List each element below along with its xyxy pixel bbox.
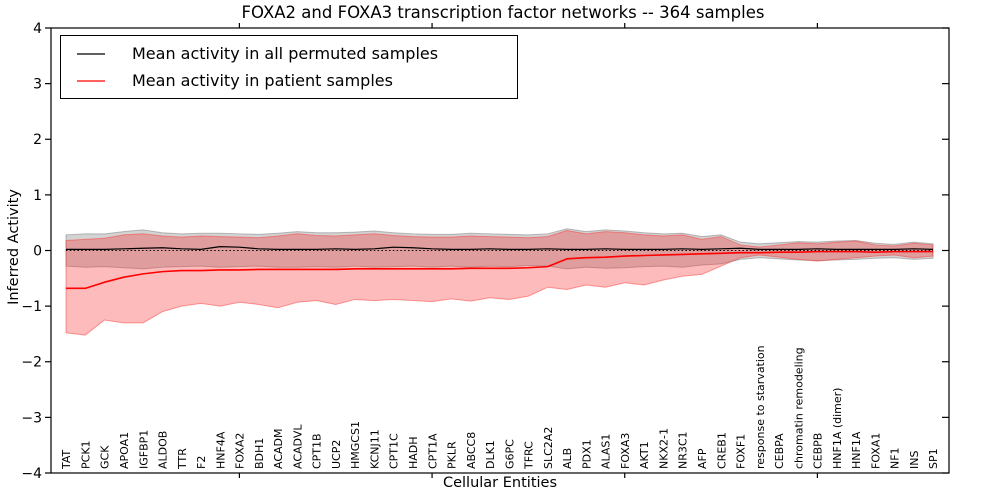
x-tick-label: HMGCS1 (349, 421, 362, 469)
x-tick-label: BDH1 (253, 438, 266, 469)
x-tick-label: PCK1 (79, 440, 92, 469)
x-tick-label: PDX1 (580, 439, 593, 469)
x-tick-label: CPT1B (311, 433, 324, 469)
y-tick-label: −2 (21, 355, 42, 371)
x-tick-label: HNF1A (dimer) (831, 388, 844, 469)
legend-line-patient-icon (77, 79, 105, 82)
x-tick-label: APOA1 (118, 432, 131, 469)
chart-title: FOXA2 and FOXA3 transcription factor net… (241, 3, 765, 22)
x-tick-label: HNF4A (214, 431, 227, 469)
x-tick-label: TTR (176, 448, 189, 470)
y-tick-label: −1 (21, 299, 42, 315)
x-tick-label: HADH (407, 436, 420, 469)
x-tick-label: FOXA1 (869, 433, 882, 469)
x-tick-label: ALDOB (157, 431, 170, 469)
x-tick-label: G6PC (503, 439, 516, 469)
y-tick-label: 3 (33, 77, 42, 93)
patient-range-band (65, 229, 934, 336)
legend-label-patient: Mean activity in patient samples (132, 71, 393, 90)
x-tick-label: KCNJ11 (368, 429, 381, 469)
x-tick-label: CPT1A (426, 433, 439, 469)
y-axis-label: Inferred Activity (6, 189, 22, 305)
x-tick-label: NF1 (889, 447, 902, 469)
y-tick-label: 1 (33, 188, 42, 204)
x-tick-label: GCK (99, 445, 112, 469)
x-axis-label: Cellular Entities (442, 475, 558, 491)
x-tick-label: chromatin remodeling (792, 347, 805, 469)
x-tick-label: SP1 (927, 448, 940, 469)
x-tick-label: AKT1 (638, 441, 651, 469)
x-tick-label: ACADVL (291, 424, 304, 469)
x-tick-label: FOXA2 (234, 433, 247, 469)
x-tick-label: NKX2-1 (657, 428, 670, 469)
x-tick-label: NR3C1 (677, 431, 690, 469)
x-tick-label: ALB (561, 448, 574, 469)
x-tick-label: FOXF1 (735, 434, 748, 469)
x-tick-label: CPT1C (388, 433, 401, 469)
legend: Mean activity in all permuted samples Me… (60, 35, 518, 99)
x-tick-label: CEBPB (812, 433, 825, 469)
permuted-mean-line (66, 246, 934, 250)
x-tick-label: FOXA3 (619, 433, 632, 469)
patient-mean-line (66, 250, 933, 290)
x-tick-label: response to starvation (754, 345, 767, 469)
x-tick-label: PKLR (446, 441, 459, 469)
y-tick-label: −3 (21, 410, 42, 426)
x-tick-label: ACADM (272, 429, 285, 470)
legend-line-permuted-icon (77, 52, 105, 55)
legend-label-permuted: Mean activity in all permuted samples (132, 44, 439, 63)
x-tick-label: CEBPA (773, 433, 786, 469)
y-tick-label: −4 (21, 466, 42, 482)
x-tick-label: TAT (60, 449, 73, 470)
legend-item-permuted: Mean activity in all permuted samples (76, 44, 517, 63)
x-tick-label: HNF1A (850, 431, 863, 469)
x-tick-label: AFP (696, 448, 709, 469)
x-tick-label: ALAS1 (600, 434, 613, 469)
x-tick-label: IGFBP1 (137, 430, 150, 469)
legend-item-patient: Mean activity in patient samples (76, 71, 517, 90)
x-tick-label: ABCC8 (465, 432, 478, 469)
x-tick-label: CREB1 (715, 432, 728, 469)
x-tick-label: SLC2A2 (542, 427, 555, 469)
x-tick-label: INS (908, 451, 921, 469)
y-tick-label: 0 (33, 243, 42, 259)
x-tick-label: F2 (195, 456, 208, 469)
y-tick-label: 4 (33, 21, 42, 37)
x-tick-label: TFRC (523, 441, 536, 470)
x-tick-label: UCP2 (330, 440, 343, 469)
y-tick-label: 2 (33, 132, 42, 148)
x-tick-label: DLK1 (484, 440, 497, 469)
